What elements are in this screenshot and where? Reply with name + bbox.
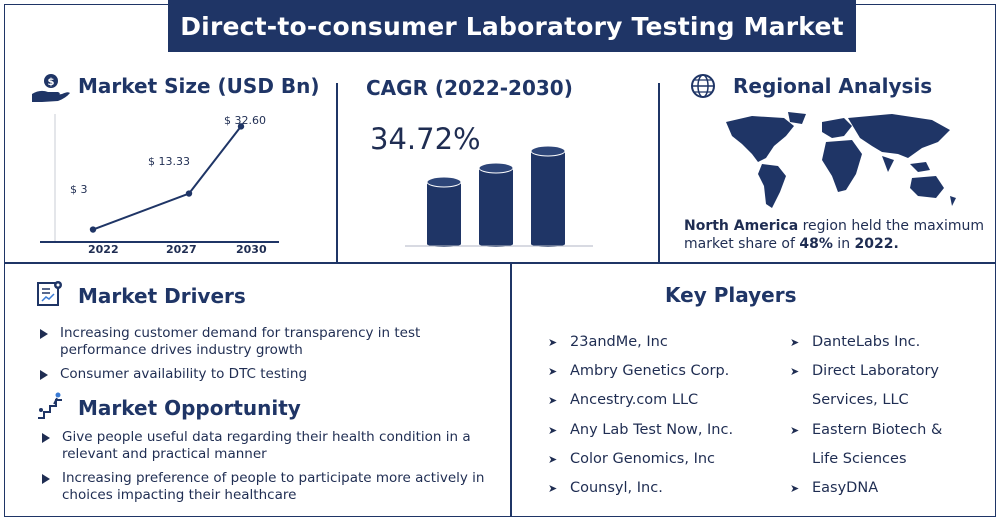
region-name: North America: [684, 218, 799, 234]
divider: [4, 262, 996, 264]
list-item: Counsyl, Inc.: [548, 474, 733, 503]
regional-heading: Regional Analysis: [733, 74, 933, 98]
opportunity-list: Give people useful data regarding their …: [40, 429, 490, 504]
divider: [336, 83, 338, 262]
data-point: [237, 123, 245, 130]
list-item: Consumer availability to DTC testing: [38, 366, 508, 383]
list-item: EasyDNA: [790, 474, 942, 503]
page-title: Direct-to-consumer Laboratory Testing Ma…: [168, 0, 856, 52]
cagr-value: 34.72%: [370, 122, 481, 156]
cagr-heading: CAGR (2022-2030): [366, 76, 573, 100]
list-item: 23andMe, Inc: [548, 328, 733, 357]
list-item: Eastern Biotech &: [790, 416, 942, 445]
list-item: Color Genomics, Inc: [548, 445, 733, 474]
data-label: $ 32.60: [224, 114, 266, 127]
list-item: Direct Laboratory: [790, 357, 942, 386]
market-size-heading: Market Size (USD Bn): [78, 74, 320, 98]
list-item: Ancestry.com LLC: [548, 386, 733, 415]
stairs-climber-icon: [38, 392, 62, 419]
series-line: [92, 125, 242, 231]
drivers-list: Increasing customer demand for transpare…: [38, 325, 508, 383]
drivers-heading: Market Drivers: [78, 284, 246, 308]
market-size-chart: [40, 114, 279, 243]
x-tick-label: 2022: [88, 243, 119, 256]
opportunity-heading: Market Opportunity: [78, 396, 301, 420]
key-players-heading: Key Players: [665, 283, 797, 307]
data-point: [185, 190, 193, 197]
summary-text: region held the maximum market share of: [684, 218, 984, 252]
world-map-icon: [726, 112, 956, 208]
regional-summary: North America region held the maximum ma…: [684, 217, 989, 253]
report-gear-icon: [37, 281, 62, 306]
divider: [658, 83, 660, 262]
list-item: Ambry Genetics Corp.: [548, 357, 733, 386]
globe-icon: [691, 74, 715, 98]
data-label: $ 3: [70, 183, 88, 196]
list-item-continued: Life Sciences: [812, 450, 907, 467]
region-year: 2022.: [854, 236, 899, 252]
data-label: $ 13.33: [148, 155, 190, 168]
key-players-right: DanteLabs Inc. Direct Laboratory Service…: [790, 328, 942, 503]
cylinder-bars-icon: [405, 145, 593, 247]
summary-text: in: [832, 236, 855, 252]
list-item-continued: Services, LLC: [812, 392, 909, 409]
key-players-left: 23andMe, Inc Ambry Genetics Corp. Ancest…: [548, 328, 733, 503]
list-item: Give people useful data regarding their …: [40, 429, 490, 463]
money-hand-icon: $: [32, 74, 70, 102]
region-share: 48%: [799, 236, 833, 252]
x-tick-label: 2030: [236, 243, 267, 256]
list-item: Any Lab Test Now, Inc.: [548, 416, 733, 445]
list-item: Increasing customer demand for transpare…: [38, 325, 508, 359]
svg-text:$: $: [48, 77, 55, 88]
divider: [510, 262, 512, 516]
data-point: [89, 226, 97, 233]
list-item: DanteLabs Inc.: [790, 328, 942, 357]
list-item: Increasing preference of people to parti…: [40, 470, 490, 504]
x-tick-label: 2027: [166, 243, 197, 256]
